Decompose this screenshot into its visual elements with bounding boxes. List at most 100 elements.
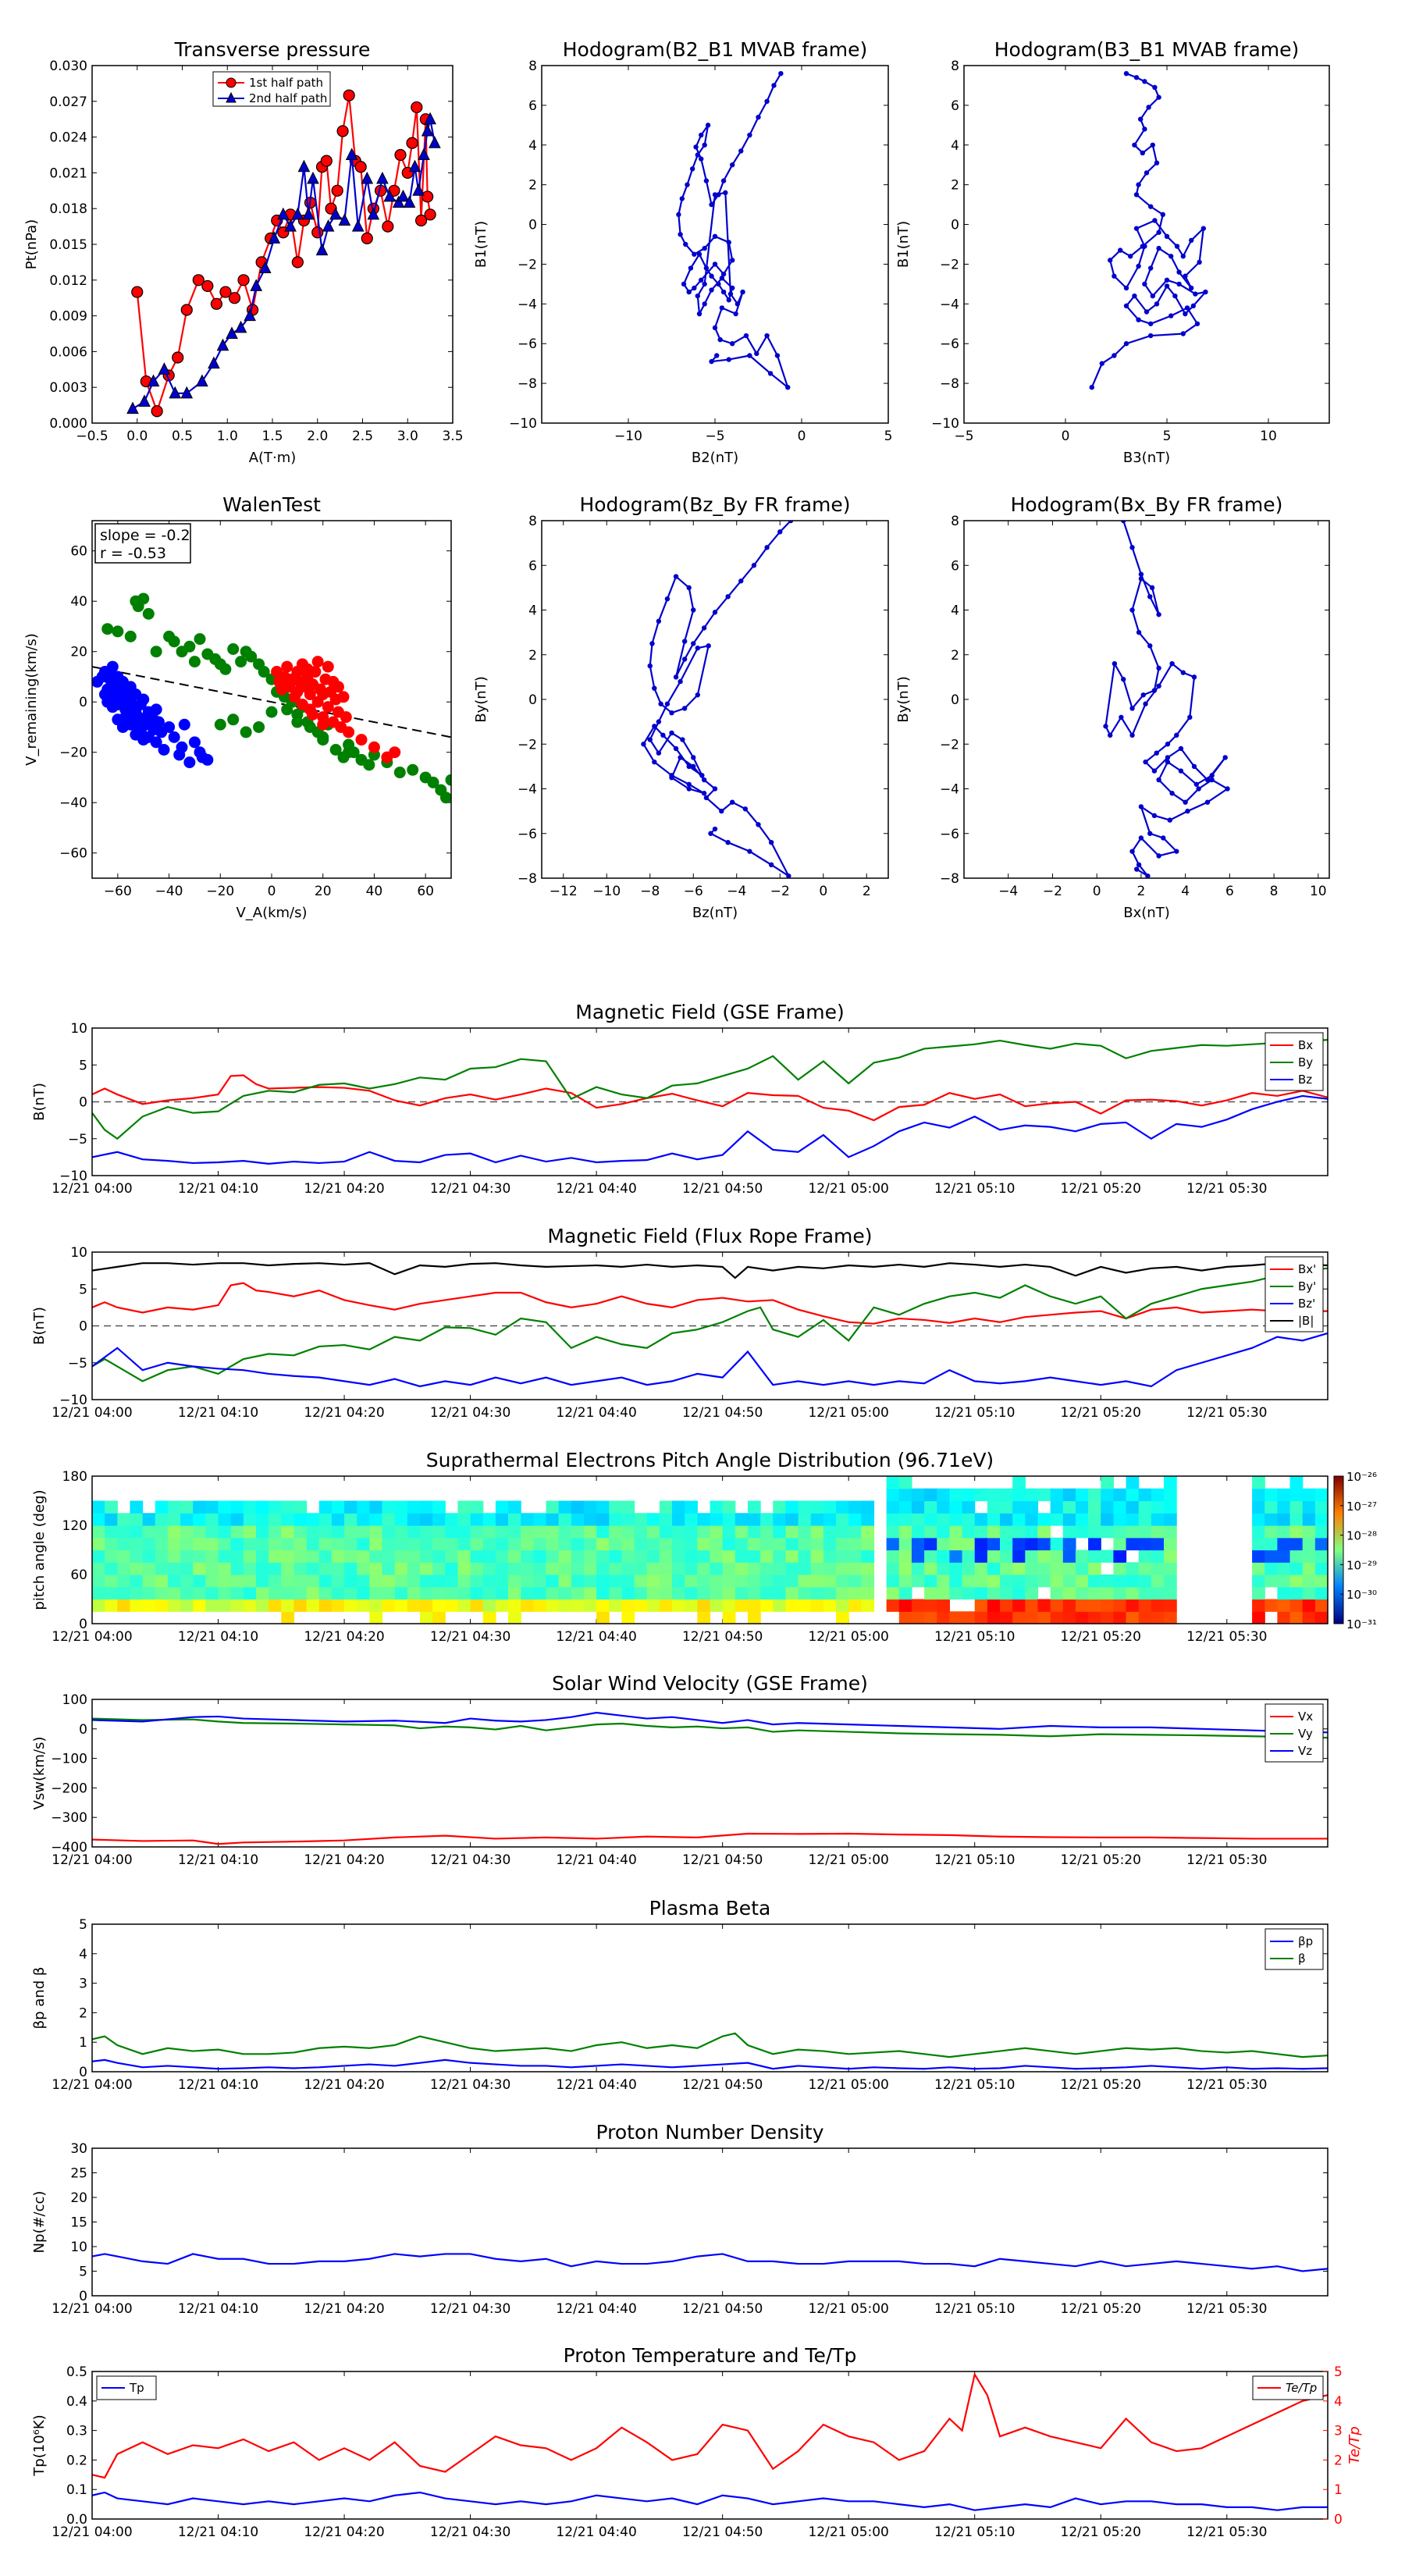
scatter-point bbox=[343, 746, 355, 759]
marker-dot bbox=[1136, 629, 1142, 635]
heatmap-cell bbox=[823, 1550, 837, 1563]
heatmap-cell bbox=[1264, 1562, 1278, 1575]
scatter-point bbox=[183, 756, 196, 769]
heatmap-cell bbox=[293, 1500, 308, 1514]
marker-dot bbox=[669, 774, 674, 781]
marker-dot bbox=[1169, 661, 1175, 667]
heatmap-cell bbox=[92, 1586, 105, 1600]
heatmap-cell bbox=[382, 1513, 396, 1526]
heatmap-cell bbox=[218, 1574, 232, 1588]
plot-area bbox=[1089, 70, 1208, 390]
heatmap-cell bbox=[634, 1574, 648, 1588]
marker-dot bbox=[681, 706, 688, 711]
heatmap-cell bbox=[1289, 1562, 1304, 1575]
x-tick-label: 12/21 04:40 bbox=[556, 1629, 636, 1645]
heatmap-cell bbox=[1088, 1611, 1101, 1624]
marker-dot bbox=[664, 596, 670, 602]
heatmap-cell bbox=[92, 1599, 105, 1612]
heatmap-cell bbox=[710, 1574, 724, 1588]
y-tick-label: −60 bbox=[59, 846, 87, 862]
heatmap-cell bbox=[1050, 1611, 1064, 1624]
chart-title: Suprathermal Electrons Pitch Angle Distr… bbox=[426, 1449, 994, 1471]
heatmap-cell bbox=[571, 1574, 585, 1588]
marker-triangle bbox=[418, 148, 430, 160]
heatmap-cell bbox=[861, 1525, 875, 1539]
heatmap-cell bbox=[646, 1599, 660, 1612]
y-tick-label: 8 bbox=[951, 59, 959, 74]
marker-dot bbox=[723, 190, 728, 196]
heatmap-cell bbox=[1075, 1525, 1089, 1539]
heatmap-cell bbox=[609, 1550, 623, 1563]
heatmap-cell bbox=[1000, 1562, 1013, 1575]
heatmap-cell bbox=[773, 1513, 787, 1526]
scatter-point bbox=[301, 663, 314, 675]
x-tick-label: 12/21 05:20 bbox=[1061, 2077, 1141, 2093]
heatmap-cell bbox=[571, 1550, 585, 1563]
marker-dot bbox=[1136, 263, 1141, 269]
marker-dot bbox=[754, 350, 759, 357]
heatmap-cell bbox=[533, 1550, 547, 1563]
heatmap-cell bbox=[571, 1513, 585, 1526]
heatmap-cell bbox=[306, 1574, 320, 1588]
chart-title: Solar Wind Velocity (GSE Frame) bbox=[552, 1672, 868, 1695]
heatmap-cell bbox=[974, 1599, 988, 1612]
heatmap-cell bbox=[1101, 1574, 1114, 1588]
heatmap-cell bbox=[105, 1500, 118, 1514]
heatmap-cell bbox=[621, 1513, 635, 1526]
heatmap-cell bbox=[1075, 1562, 1089, 1575]
heatmap-cell bbox=[281, 1500, 295, 1514]
heatmap-cell bbox=[495, 1562, 509, 1575]
heatmap-cell bbox=[609, 1525, 623, 1539]
y-tick-label-right: 2 bbox=[1334, 2453, 1343, 2468]
marker-dot bbox=[714, 353, 720, 358]
heatmap-cell bbox=[318, 1586, 333, 1600]
heatmap-cell bbox=[369, 1599, 383, 1612]
heatmap-cell bbox=[621, 1525, 635, 1539]
heatmap-cell bbox=[482, 1586, 496, 1600]
heatmap-cell bbox=[255, 1586, 269, 1600]
y-tick-label: 0.006 bbox=[49, 344, 87, 360]
heatmap-cell bbox=[293, 1525, 308, 1539]
series-line bbox=[92, 1717, 1328, 1739]
heatmap-cell bbox=[685, 1513, 698, 1526]
heatmap-cell bbox=[470, 1513, 484, 1526]
marker-dot bbox=[1194, 321, 1200, 326]
marker-dot bbox=[764, 545, 770, 550]
heatmap-cell bbox=[357, 1599, 370, 1612]
heatmap-cell bbox=[911, 1488, 925, 1502]
heatmap-cell bbox=[142, 1537, 156, 1551]
heatmap-cell bbox=[419, 1574, 433, 1588]
heatmap-cell bbox=[924, 1586, 937, 1600]
y-tick-label: 6 bbox=[951, 98, 959, 114]
heatmap-cell bbox=[331, 1537, 345, 1551]
heatmap-cell bbox=[685, 1550, 698, 1563]
heatmap-cell bbox=[987, 1611, 1001, 1624]
heatmap-cell bbox=[672, 1525, 685, 1539]
marker-circle bbox=[411, 101, 423, 114]
heatmap-cell bbox=[697, 1550, 711, 1563]
y-tick-label: 10 bbox=[70, 2240, 87, 2255]
heatmap-cell bbox=[697, 1513, 711, 1526]
marker-dot bbox=[1174, 732, 1179, 738]
heatmap-cell bbox=[318, 1500, 333, 1514]
heatmap-cell bbox=[596, 1525, 610, 1539]
marker-dot bbox=[647, 737, 653, 742]
heatmap-cell bbox=[546, 1599, 560, 1612]
heatmap-cell bbox=[394, 1574, 408, 1588]
heatmap-cell bbox=[432, 1562, 446, 1575]
heatmap-cell bbox=[571, 1586, 585, 1600]
x-tick-label: 12/21 04:40 bbox=[556, 1852, 636, 1868]
heatmap-cell bbox=[269, 1550, 282, 1563]
heatmap-cell bbox=[710, 1513, 724, 1526]
heatmap-cell bbox=[1050, 1599, 1064, 1612]
heatmap-cell bbox=[974, 1550, 988, 1563]
legend-label: 2nd half path bbox=[249, 91, 327, 105]
heatmap-cell bbox=[293, 1562, 308, 1575]
marker-dot bbox=[652, 685, 657, 691]
marker-dot bbox=[725, 840, 731, 845]
heatmap-cell bbox=[974, 1611, 988, 1624]
y-axis-label: pitch angle (deg) bbox=[31, 1489, 48, 1610]
heatmap-cell bbox=[1264, 1599, 1278, 1612]
marker-dot bbox=[696, 311, 702, 317]
